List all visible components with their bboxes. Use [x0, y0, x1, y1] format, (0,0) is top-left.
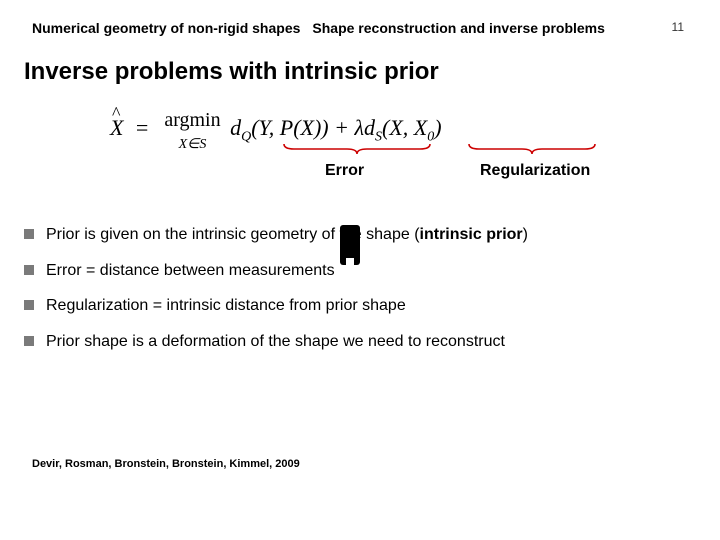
argmin-bottom: X∈S: [179, 137, 207, 152]
list-item: Regularization = intrinsic distance from…: [24, 295, 696, 317]
error-label: Error: [325, 162, 364, 180]
bullet-pre: Regularization = intrinsic distance from…: [46, 297, 406, 314]
reg-d: d: [364, 115, 375, 140]
error-args: (Y, P(X)): [251, 115, 328, 140]
error-d: d: [230, 115, 241, 140]
slide-header: Numerical geometry of non-rigid shapes S…: [32, 20, 720, 36]
reg-underbrace: [467, 142, 597, 156]
bullet-pre: Prior shape is a deformation of the shap…: [46, 333, 505, 350]
bullet-square-icon: [24, 300, 34, 310]
bullet-square-icon: [24, 229, 34, 239]
header-left-text: Numerical geometry of non-rigid shapes: [32, 20, 300, 36]
page-number: 11: [672, 20, 684, 34]
bullet-pre: Error = distance between measurements: [46, 262, 335, 279]
citation: Devir, Rosman, Bronstein, Bronstein, Kim…: [32, 458, 300, 470]
list-item: Error = distance between measurements: [24, 260, 696, 282]
bullet-post: ): [523, 226, 528, 243]
argmin-operator: argmin X∈S: [164, 108, 220, 152]
bullet-pre: Prior is given on the intrinsic geometry…: [46, 226, 420, 243]
bullet-text: Prior is given on the intrinsic geometry…: [46, 224, 528, 246]
list-item: Prior shape is a deformation of the shap…: [24, 331, 696, 353]
lambda: λ: [355, 115, 365, 140]
bullet-text: Prior shape is a deformation of the shap…: [46, 331, 505, 353]
cursor-notch: [346, 258, 354, 270]
error-sub: Q: [241, 129, 251, 144]
header-right-text: Shape reconstruction and inverse problem…: [312, 20, 605, 36]
reg-close: ): [434, 115, 441, 140]
list-item: Prior is given on the intrinsic geometry…: [24, 224, 696, 246]
bullet-bold: intrinsic prior: [420, 226, 523, 243]
lhs-variable: X: [110, 115, 123, 141]
reg-label: Regularization: [480, 162, 590, 180]
slide-title: Inverse problems with intrinsic prior: [24, 58, 439, 86]
bullet-list: Prior is given on the intrinsic geometry…: [24, 224, 696, 366]
bullet-text: Error = distance between measurements: [46, 260, 335, 282]
error-underbrace: [282, 142, 432, 156]
bullet-square-icon: [24, 336, 34, 346]
bullet-text: Regularization = intrinsic distance from…: [46, 295, 406, 317]
argmin-top: argmin: [164, 109, 220, 131]
bullet-square-icon: [24, 265, 34, 275]
plus-sign: +: [329, 115, 355, 140]
reg-args: (X, X: [382, 115, 427, 140]
